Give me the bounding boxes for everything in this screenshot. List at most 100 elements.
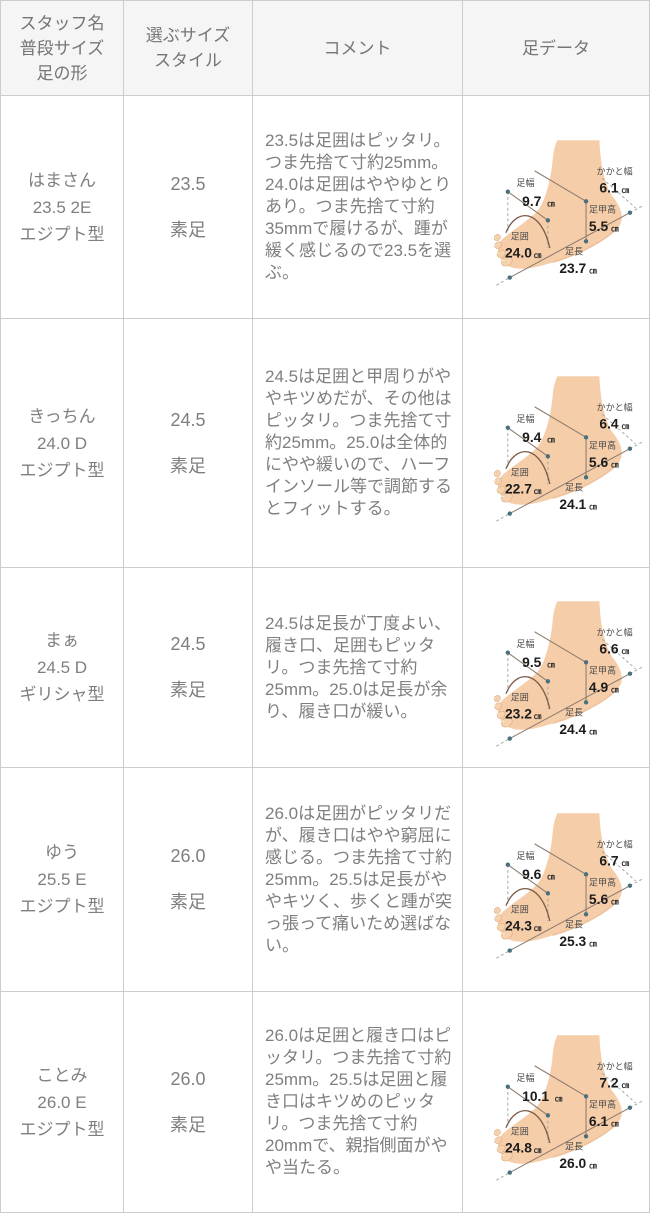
header-chosen-size: 選ぶサイズ スタイル <box>124 1 253 96</box>
measure-dot <box>545 454 551 459</box>
measurement-lines <box>496 1065 643 1181</box>
toe <box>493 234 501 241</box>
toenail <box>501 494 506 498</box>
toe <box>493 470 501 477</box>
staff-name-cell: はまさん 23.5 2E エジプト型 <box>1 96 124 319</box>
foot-shape <box>497 600 622 730</box>
measure-dot <box>507 511 512 516</box>
measure-dot <box>505 862 511 867</box>
foot-width-label: 足幅 <box>516 638 534 649</box>
instep-height-label: 足甲高 <box>589 1099 616 1110</box>
toenail <box>494 908 497 912</box>
toenail <box>496 924 500 928</box>
foot-width-value: 9.6 ㎝ <box>522 866 555 882</box>
foot-width-label: 足幅 <box>516 1072 534 1083</box>
foot-length-line <box>509 672 631 739</box>
foot-width-value: 9.5 ㎝ <box>522 654 555 670</box>
heel-width-value: 7.2 ㎝ <box>599 1075 629 1091</box>
toenail <box>494 479 498 483</box>
foot-width-line <box>507 1086 549 1116</box>
foot-data-cell: 足幅 9.4 ㎝ かかと幅 6.4 ㎝ 足甲高 5.6 ㎝ 足囲 22.7 ㎝ 足長 2… <box>463 319 649 568</box>
toenail <box>496 487 500 491</box>
heel-width-label: かかと幅 <box>597 838 633 849</box>
staff-name-cell: きっちん 24.0 D エジプト型 <box>1 319 124 568</box>
instep-reference-line <box>534 406 587 438</box>
measure-dot <box>505 650 511 655</box>
foot-girth-label: 足囲 <box>511 692 529 702</box>
toenail <box>501 719 506 723</box>
toe <box>496 922 506 931</box>
foot-length-line <box>509 1107 631 1174</box>
foot-length-label: 足長 <box>565 1142 583 1152</box>
sole-shading <box>552 226 620 264</box>
foot-length-value: 23.7 ㎝ <box>559 260 597 276</box>
toe <box>493 1129 501 1136</box>
chosen-size-cell: 26.0 素足 <box>124 768 253 992</box>
heel-width-line <box>601 1073 636 1104</box>
heel-width-value: 6.1 ㎝ <box>599 180 629 196</box>
comment-text: 26.0は足囲がピッタリだが、履き口はやや窮屈に感じる。つま先捨て寸約25mm。… <box>265 803 452 955</box>
table-row: ゆう 25.5 E エジプト型 26.0 素足 26.0は足囲がピッタリだが、履… <box>1 768 649 992</box>
heel-width-value: 6.6 ㎝ <box>599 640 629 656</box>
toenail <box>494 236 497 239</box>
measure-dot <box>583 871 589 876</box>
foot-length-value: 24.4 ㎝ <box>559 720 597 736</box>
measure-dot <box>507 735 512 741</box>
heel-width-line <box>601 414 636 445</box>
header-staff: スタッフ名 普段サイズ 足の形 <box>1 1 124 96</box>
sole-shading <box>552 1121 620 1159</box>
foot-diagram: 足幅 10.1 ㎝ かかと幅 7.2 ㎝ 足甲高 6.1 ㎝ 足囲 24.8 ㎝ 足長 … <box>493 1035 643 1181</box>
foot-shape <box>497 376 622 505</box>
foot-width-line <box>507 863 549 894</box>
foot-girth-value: 24.0 ㎝ <box>505 245 542 261</box>
heel-width-label: かかと幅 <box>597 626 633 637</box>
toe <box>493 694 501 702</box>
toenail <box>494 1131 497 1134</box>
foot-width-line <box>507 191 549 221</box>
measurement-lines <box>496 842 643 959</box>
foot-girth-label: 足囲 <box>511 1126 529 1136</box>
toenail <box>494 916 498 919</box>
toe <box>494 913 503 922</box>
foot-girth-label: 足囲 <box>511 467 529 477</box>
toenail <box>501 931 506 935</box>
measure-dot <box>583 1134 589 1139</box>
sole-shading <box>552 899 620 936</box>
foot-data-cell: 足幅 9.7 ㎝ かかと幅 6.1 ㎝ 足甲高 5.5 ㎝ 足囲 24.0 ㎝ 足長 2… <box>463 96 649 319</box>
measurement-lines <box>496 630 643 747</box>
foot-girth-value: 23.2 ㎝ <box>505 705 542 721</box>
foot-length-extension-right <box>629 205 643 214</box>
foot-girth-arc <box>505 675 551 709</box>
instep-reference-line <box>534 170 587 202</box>
foot-length-extension-right <box>629 878 643 886</box>
foot-shape <box>497 812 622 942</box>
toe <box>494 241 503 249</box>
foot-girth-label: 足囲 <box>511 904 529 914</box>
instep-height-value: 5.5 ㎝ <box>589 218 619 234</box>
toe <box>496 485 506 494</box>
measure-dot <box>507 275 512 280</box>
comment-cell: 26.0は足囲がピッタリだが、履き口はやや窮屈に感じる。つま先捨て寸約25mm。… <box>253 768 463 992</box>
foot-girth-value: 22.7 ㎝ <box>505 481 542 497</box>
foot-length-extension-left <box>496 513 510 522</box>
staff-name-cell: ことみ 26.0 E エジプト型 <box>1 992 124 1212</box>
chosen-size-cell: 26.0 素足 <box>124 992 253 1212</box>
foot-length-extension-left <box>496 1172 510 1181</box>
heel-width-line <box>601 638 636 669</box>
foot-illustration <box>493 812 622 942</box>
toe <box>494 477 503 485</box>
foot-length-line <box>509 448 631 515</box>
measure-dot <box>505 425 511 430</box>
instep-reference-line <box>534 842 587 875</box>
measure-dot <box>627 671 633 676</box>
toenail <box>494 243 498 247</box>
foot-diagram: 足幅 9.4 ㎝ かかと幅 6.4 ㎝ 足甲高 5.6 ㎝ 足囲 22.7 ㎝ 足長 2… <box>493 376 643 522</box>
instep-height-value: 5.6 ㎝ <box>589 890 619 906</box>
comment-cell: 24.5は足長が丁度よい、履き口、足囲もピッタリ。つま先捨て寸約25mm。25.… <box>253 568 463 768</box>
foot-length-extension-right <box>629 666 643 674</box>
measure-dot <box>507 1170 512 1175</box>
instep-height-value: 6.1 ㎝ <box>589 1113 619 1129</box>
foot-illustration <box>493 600 622 730</box>
